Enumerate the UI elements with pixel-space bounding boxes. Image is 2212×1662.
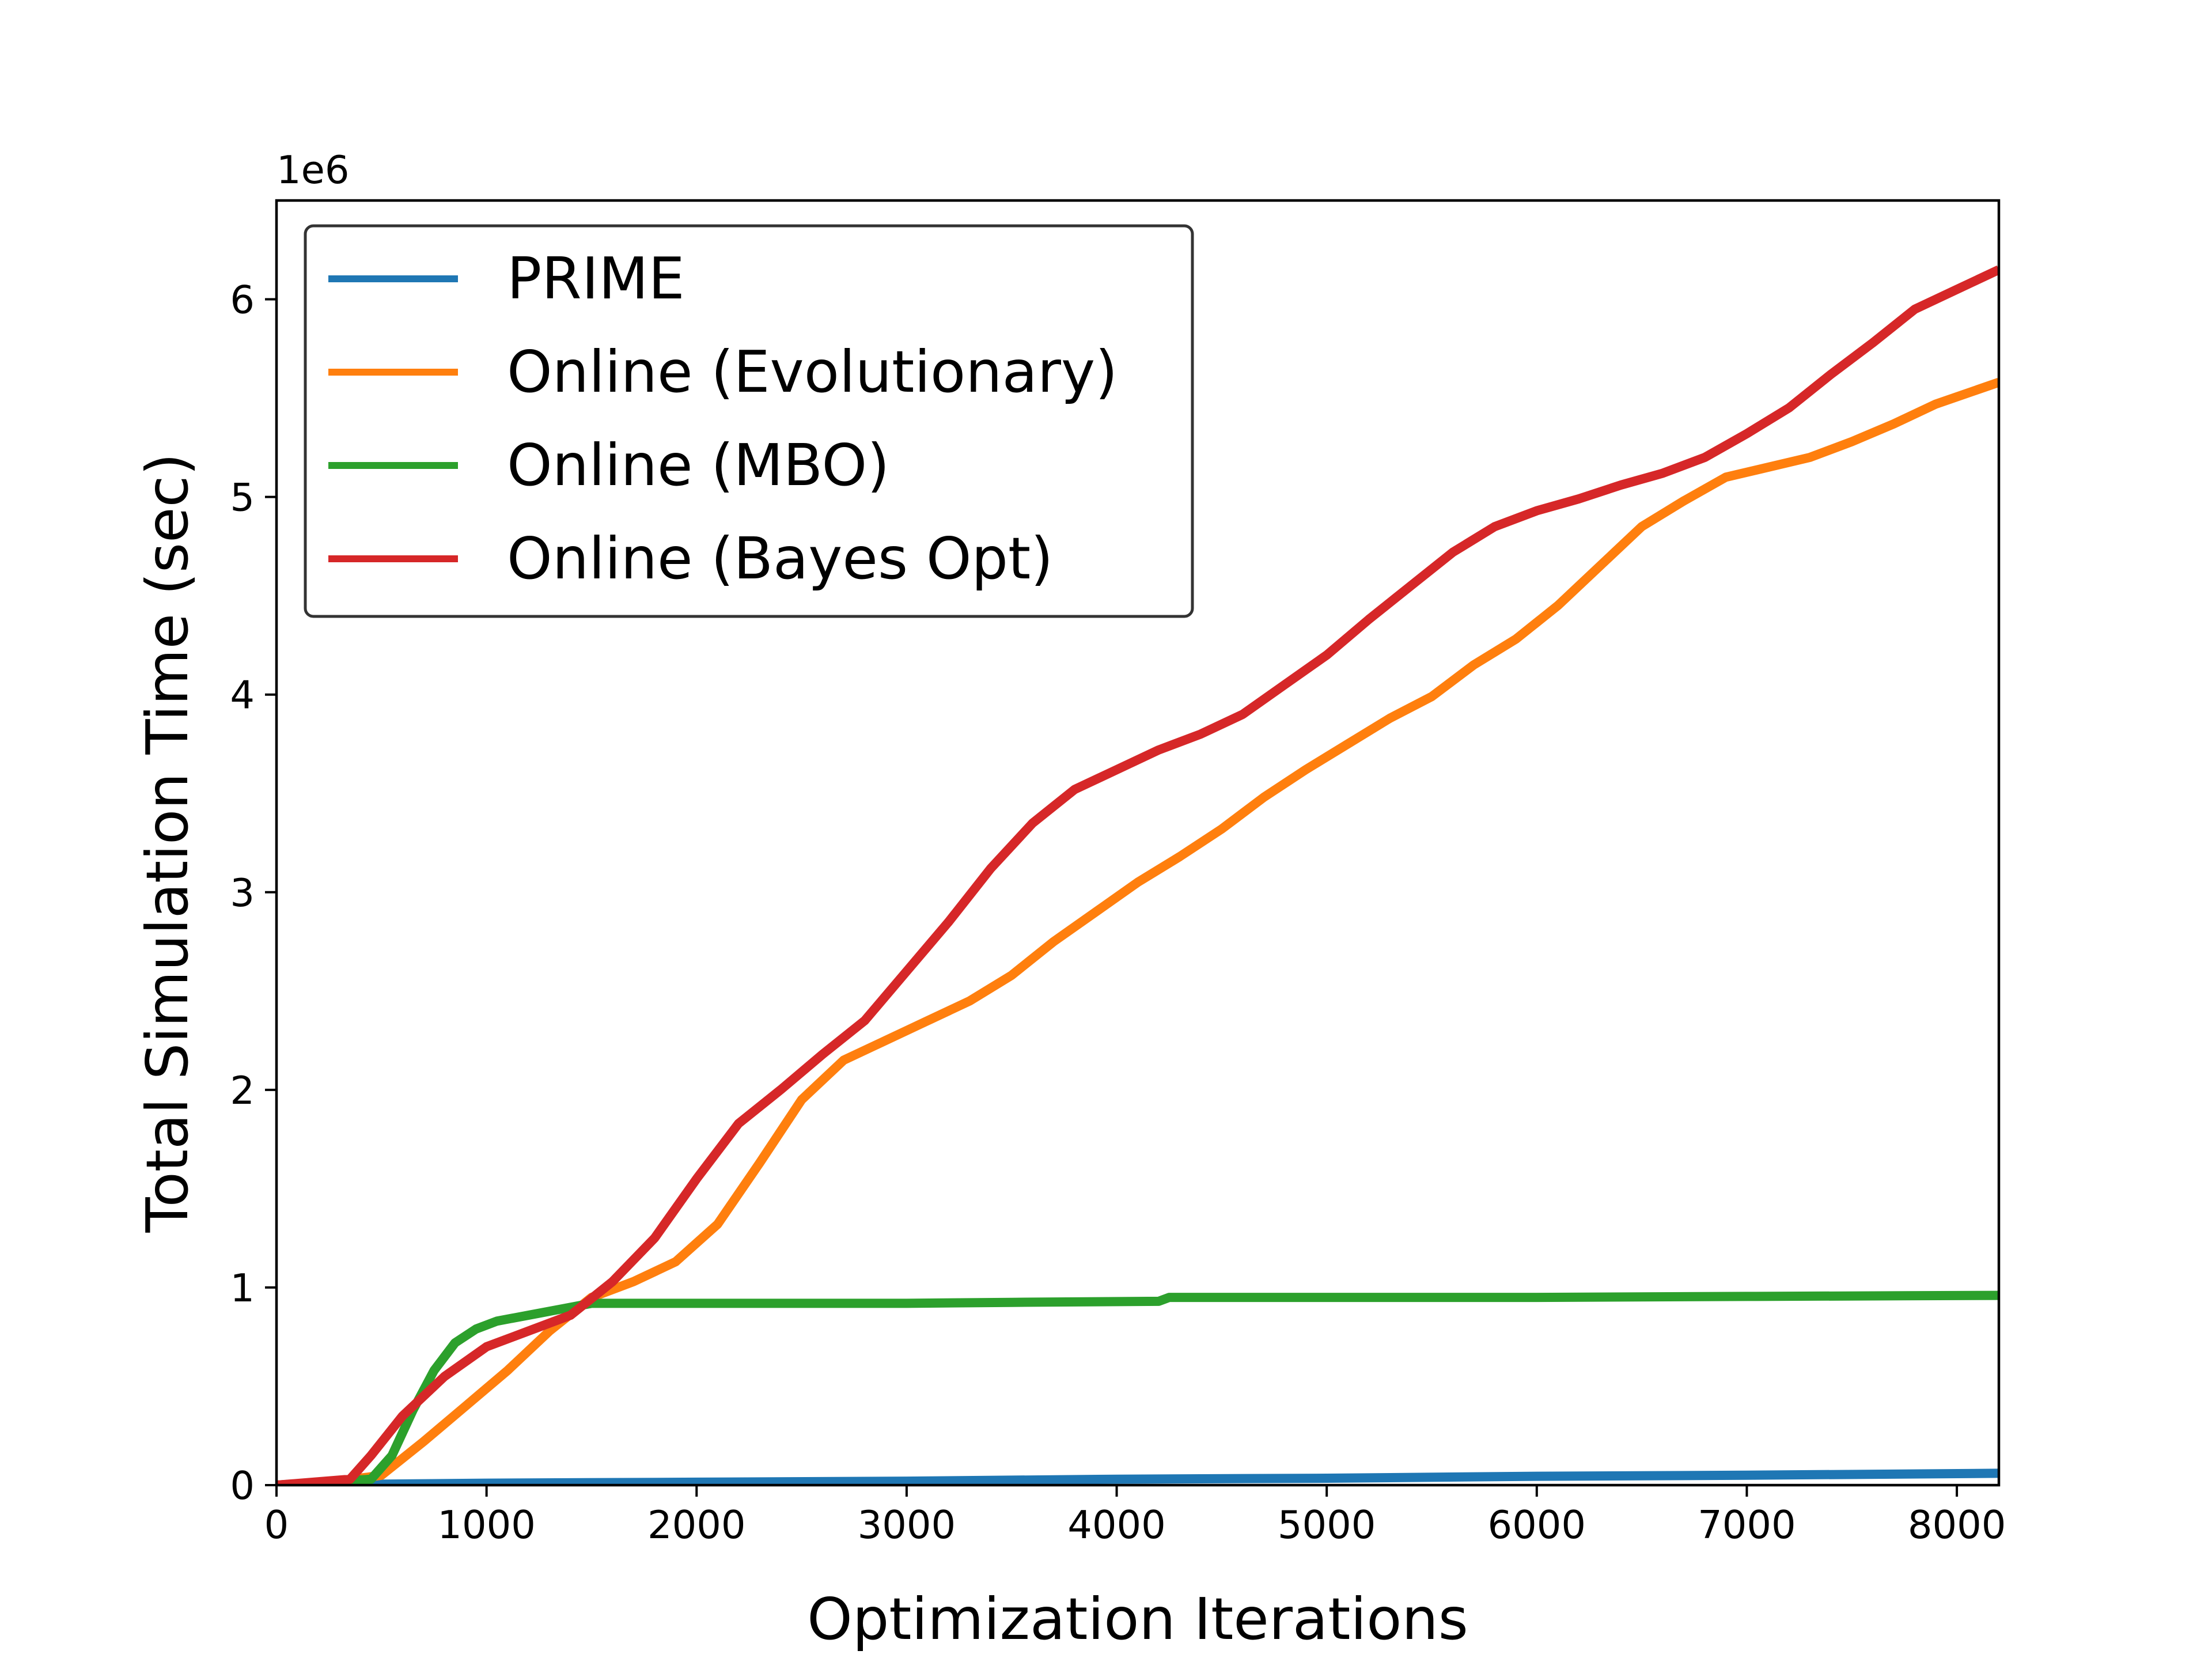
x-tick-label-2: 2000 [647,1502,746,1547]
x-tick-label-6: 6000 [1488,1502,1586,1547]
y-tick-label-5: 5 [230,475,255,520]
y-tick-label-6: 6 [230,278,255,323]
x-tick-label-5: 5000 [1278,1502,1376,1547]
x-tick-label-4: 4000 [1067,1502,1166,1547]
ticks: 0 1000 2000 3000 4000 5000 6000 7000 8000 0 1 2 3 4 5 6 [230,278,2006,1547]
x-tick-label-7: 7000 [1698,1502,1796,1547]
legend-label-0: PRIME [507,245,685,312]
series-line-3 [276,265,1999,1485]
x-axis-label: Optimization Iterations [807,1585,1468,1653]
legend-label-2: Online (MBO) [507,431,889,499]
series-line-0 [276,1468,1999,1485]
y-tick-label-2: 2 [230,1068,255,1113]
x-tick-label-0: 0 [264,1502,289,1547]
legend-label-3: Online (Bayes Opt) [507,525,1053,592]
plot-area [276,265,1999,1485]
x-tick-label-3: 3000 [858,1502,956,1547]
y-offset-label: 1e6 [276,147,349,192]
y-axis-label: Total Simulation Time (sec) [134,453,201,1233]
y-tick-label-0: 0 [230,1463,255,1508]
x-tick-label-8: 8000 [1908,1502,2006,1547]
y-tick-label-3: 3 [230,870,255,915]
axes-frame [275,199,2001,1487]
x-tick-label-1: 1000 [437,1502,536,1547]
legend-box [304,224,1194,618]
legend-label-1: Online (Evolutionary) [507,338,1118,406]
y-tick-label-4: 4 [230,673,255,718]
y-tick-label-1: 1 [230,1266,255,1311]
legend: PRIME Online (Evolutionary) Online (MBO) On… [304,224,1194,618]
